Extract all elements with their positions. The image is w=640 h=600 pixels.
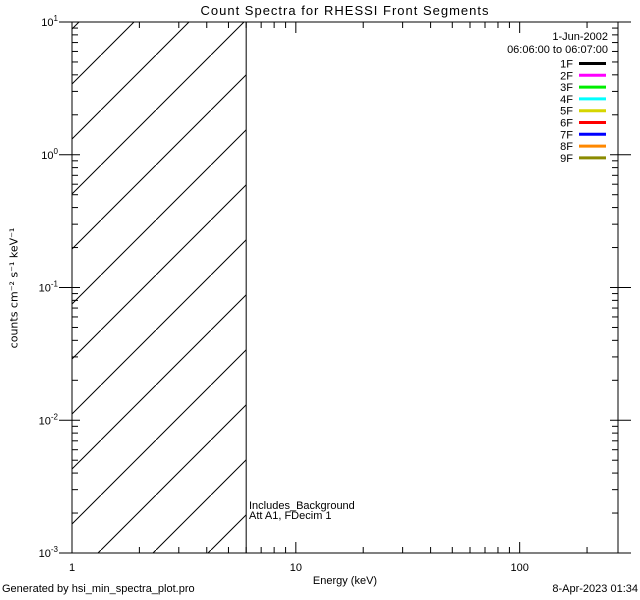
observation-date: 1-Jun-2002 (552, 31, 608, 43)
y-tick-label: 100 (41, 147, 58, 162)
x-tick-label: 100 (510, 562, 528, 574)
x-tick-label: 10 (290, 562, 302, 574)
legend-item-5f: 5F (560, 106, 606, 118)
legend-item-9f: 9F (560, 153, 606, 165)
legend-item-4f: 4F (560, 94, 606, 106)
legend-label: 8F (560, 141, 573, 153)
legend-label: 3F (560, 82, 573, 94)
legend-item-3f: 3F (560, 82, 606, 94)
y-tick-label: 10-2 (39, 412, 59, 427)
observation-datetime: 1-Jun-2002 06:06:00 to 06:07:00 (507, 31, 608, 57)
plot-notes: Includes_Background Att A1, FDecim 1 (249, 500, 355, 522)
legend-item-2f: 2F (560, 70, 606, 82)
legend-label: 4F (560, 94, 573, 106)
legend-label: 1F (560, 59, 573, 71)
legend-label: 7F (560, 129, 573, 141)
observation-time-range: 06:06:00 to 06:07:00 (507, 44, 608, 56)
y-axis-label: counts cm⁻² s⁻¹ keV⁻¹ (7, 227, 21, 349)
chart-title: Count Spectra for RHESSI Front Segments (200, 3, 490, 18)
legend-item-6f: 6F (560, 118, 606, 130)
y-tick-label: 10-1 (39, 280, 59, 295)
legend-item-1f: 1F (560, 59, 606, 71)
legend-label: 5F (560, 106, 573, 118)
x-tick-label: 1 (69, 562, 75, 574)
y-tick-label: 101 (41, 14, 58, 29)
legend-item-8f: 8F (560, 141, 606, 153)
y-tick-label: 10-3 (39, 545, 59, 560)
legend-item-7f: 7F (560, 129, 606, 141)
legend-label: 2F (560, 70, 573, 82)
render-timestamp: 8-Apr-2023 01:34 (552, 583, 638, 595)
x-axis-label: Energy (keV) (312, 575, 378, 587)
hatched-region (72, 22, 247, 553)
generator-credit: Generated by hsi_min_spectra_plot.pro (2, 583, 195, 595)
note-attenuator-decimation: Att A1, FDecim 1 (249, 510, 332, 522)
legend-label: 6F (560, 118, 573, 130)
note-includes-background: Includes_Background (249, 500, 355, 512)
legend-label: 9F (560, 153, 573, 165)
